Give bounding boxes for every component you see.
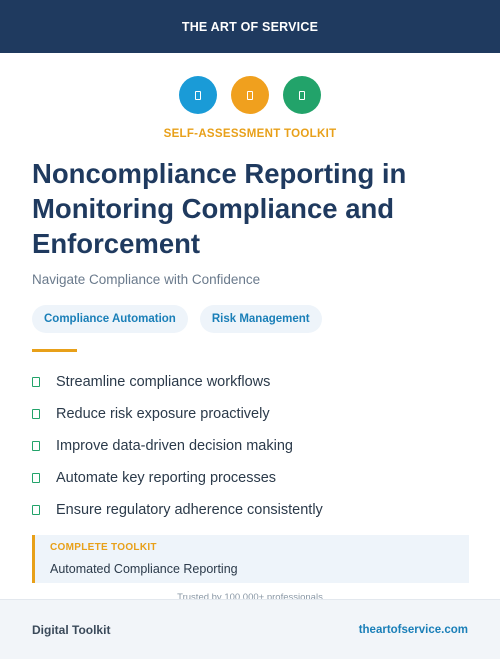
top-banner: THE ART OF SERVICE — [0, 0, 500, 53]
page-title: Noncompliance Reporting in Monitoring Co… — [32, 158, 407, 259]
check-icon — [32, 505, 40, 515]
footer: Digital Toolkit theartofservice.com — [0, 599, 500, 659]
tag-risk-management: Risk Management — [199, 305, 322, 333]
check-icon — [32, 473, 40, 483]
website-link[interactable]: theartofservice.com — [358, 623, 468, 636]
tag-list: Compliance Automation Risk Management — [32, 305, 322, 333]
benefit-item: Reduce risk exposure proactively — [32, 398, 323, 430]
check-icon — [32, 377, 40, 387]
eyebrow-label: SELF-ASSESSMENT TOOLKIT — [163, 128, 337, 140]
green-document-icon — [283, 76, 321, 114]
icon-row — [0, 76, 500, 114]
accent-divider — [32, 349, 77, 352]
benefit-item: Improve data-driven decision making — [32, 430, 323, 462]
brand-name: THE ART OF SERVICE — [181, 19, 319, 34]
callout-label: COMPLETE TOOLKIT — [50, 542, 157, 553]
benefit-item: Automate key reporting processes — [32, 462, 323, 494]
orange-document-icon — [231, 76, 269, 114]
footer-label: Digital Toolkit — [32, 622, 111, 637]
toolkit-callout: COMPLETE TOOLKIT Automated Compliance Re… — [32, 535, 469, 583]
trusted-note: Trusted by 100,000+ professionals — [177, 592, 323, 603]
tag-compliance-automation: Compliance Automation — [32, 305, 188, 333]
benefit-item: Streamline compliance workflows — [32, 366, 323, 398]
blue-document-icon — [179, 76, 217, 114]
check-icon — [32, 409, 40, 419]
benefit-item: Ensure regulatory adherence consistently — [32, 494, 323, 526]
check-icon — [32, 441, 40, 451]
benefit-list: Streamline compliance workflows Reduce r… — [32, 366, 323, 526]
callout-value: Automated Compliance Reporting — [50, 562, 238, 576]
subtitle: Navigate Compliance with Confidence — [32, 272, 261, 287]
